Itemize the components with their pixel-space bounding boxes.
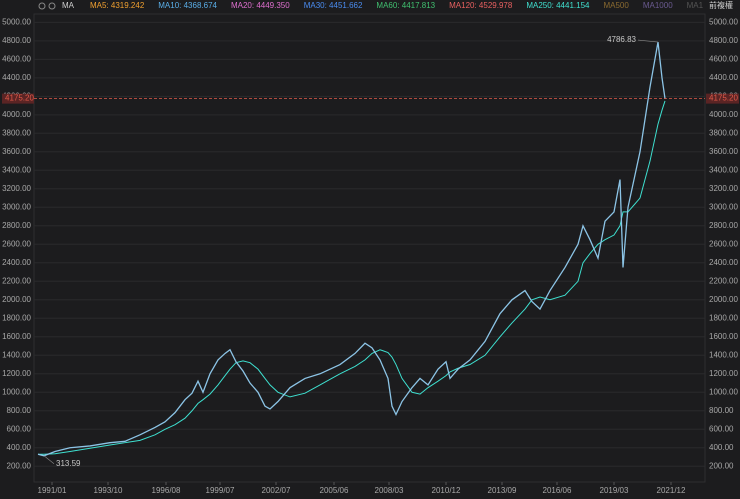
y-tick-label: 1000.00: [2, 387, 31, 396]
y-tick-label: 4000.00: [2, 110, 31, 119]
legend-item: MA5: 4319.242: [90, 1, 145, 10]
legend-item: MA1000: [643, 1, 673, 10]
legend-item: MA1: [687, 1, 704, 10]
y-tick-label-right: 2600.00: [709, 239, 738, 248]
x-tick-label: 2019/03: [600, 486, 629, 495]
y-tick-label-right: 4000.00: [709, 110, 738, 119]
y-tick-label-right: 3800.00: [709, 128, 738, 137]
y-tick-label: 400.00: [7, 443, 32, 452]
legend-item: MA60: 4417.813: [376, 1, 435, 10]
last-price-tag-right: [706, 93, 739, 104]
y-tick-label-right: 4400.00: [709, 73, 738, 82]
visibility-icon[interactable]: [48, 2, 56, 10]
y-tick-label-right: 1800.00: [709, 313, 738, 322]
annotation-label: 4786.83: [607, 35, 636, 44]
y-tick-label: 600.00: [7, 424, 32, 433]
legend-title: MA: [62, 1, 75, 10]
y-tick-label: 3600.00: [2, 147, 31, 156]
legend-item: MA30: 4451.662: [304, 1, 363, 10]
y-tick-label: 1400.00: [2, 350, 31, 359]
annotation-leader: [43, 455, 55, 465]
settings-icon[interactable]: [38, 2, 46, 10]
last-price-label: 4175.20: [5, 94, 34, 103]
annotation-leader: [637, 39, 659, 43]
y-tick-label-right: 4800.00: [709, 36, 738, 45]
y-tick-label: 1800.00: [2, 313, 31, 322]
legend-item: MA120: 4529.978: [449, 1, 513, 10]
x-tick-label: 2010/12: [432, 486, 461, 495]
y-tick-label: 3400.00: [2, 165, 31, 174]
y-tick-label: 2800.00: [2, 221, 31, 230]
x-tick-label: 1991/01: [38, 486, 67, 495]
legend-item: MA10: 4368.674: [158, 1, 217, 10]
last-price-tag: [2, 93, 34, 104]
price-line: [37, 41, 666, 457]
annotation-label: 313.59: [56, 459, 81, 468]
y-tick-label: 1200.00: [2, 369, 31, 378]
y-tick-label: 4800.00: [2, 36, 31, 45]
x-tick-label: 1993/10: [94, 486, 123, 495]
x-tick-label: 2013/09: [488, 486, 517, 495]
y-tick-label: 3000.00: [2, 202, 31, 211]
y-tick-label-right: 5000.00: [709, 17, 738, 26]
x-tick-label: 2021/12: [657, 486, 686, 495]
y-tick-label-right: 3200.00: [709, 184, 738, 193]
x-tick-label: 1996/08: [152, 486, 181, 495]
y-tick-label-right: 600.00: [709, 424, 734, 433]
y-tick-label-right: 2000.00: [709, 295, 738, 304]
y-tick-label: 200.00: [7, 461, 32, 470]
y-tick-label-right: 1200.00: [709, 369, 738, 378]
y-tick-label-right: 2200.00: [709, 276, 738, 285]
y-tick-label-right: 3600.00: [709, 147, 738, 156]
x-tick-label: 2016/06: [543, 486, 572, 495]
y-tick-label-right: 200.00: [709, 461, 734, 470]
y-tick-label-right: 4600.00: [709, 54, 738, 63]
y-tick-label-right: 1400.00: [709, 350, 738, 359]
y-tick-label: 800.00: [7, 406, 32, 415]
y-tick-label-right: 3400.00: [709, 165, 738, 174]
ma-line: [38, 100, 666, 455]
y-tick-label: 1600.00: [2, 332, 31, 341]
y-tick-label-right: 3000.00: [709, 202, 738, 211]
y-tick-label: 2400.00: [2, 258, 31, 267]
y-tick-label: 3800.00: [2, 128, 31, 137]
y-tick-label: 2000.00: [2, 295, 31, 304]
y-tick-label: 3200.00: [2, 184, 31, 193]
legend-item: MA20: 4449.350: [231, 1, 290, 10]
y-tick-label: 2200.00: [2, 276, 31, 285]
y-tick-label-right: 800.00: [709, 406, 734, 415]
x-tick-label: 2005/06: [320, 486, 349, 495]
y-tick-label-right: 400.00: [709, 443, 734, 452]
legend-item: MA250: 4441.154: [526, 1, 590, 10]
x-tick-label: 2002/07: [262, 486, 291, 495]
y-tick-label: 2600.00: [2, 239, 31, 248]
last-price-label-right: 4175.20: [709, 94, 738, 103]
y-tick-label-right: 1000.00: [709, 387, 738, 396]
y-tick-label: 5000.00: [2, 17, 31, 26]
legend-item: MA500: [603, 1, 629, 10]
y-tick-label-right: 2400.00: [709, 258, 738, 267]
y-tick-label: 4600.00: [2, 54, 31, 63]
x-tick-label: 2008/03: [375, 486, 404, 495]
adjust-mode[interactable]: 前複權: [709, 0, 733, 10]
y-tick-label-right: 1600.00: [709, 332, 738, 341]
y-tick-label-right: 2800.00: [709, 221, 738, 230]
x-tick-label: 1999/07: [206, 486, 235, 495]
y-tick-label: 4400.00: [2, 73, 31, 82]
plot-frame: [33, 13, 706, 483]
